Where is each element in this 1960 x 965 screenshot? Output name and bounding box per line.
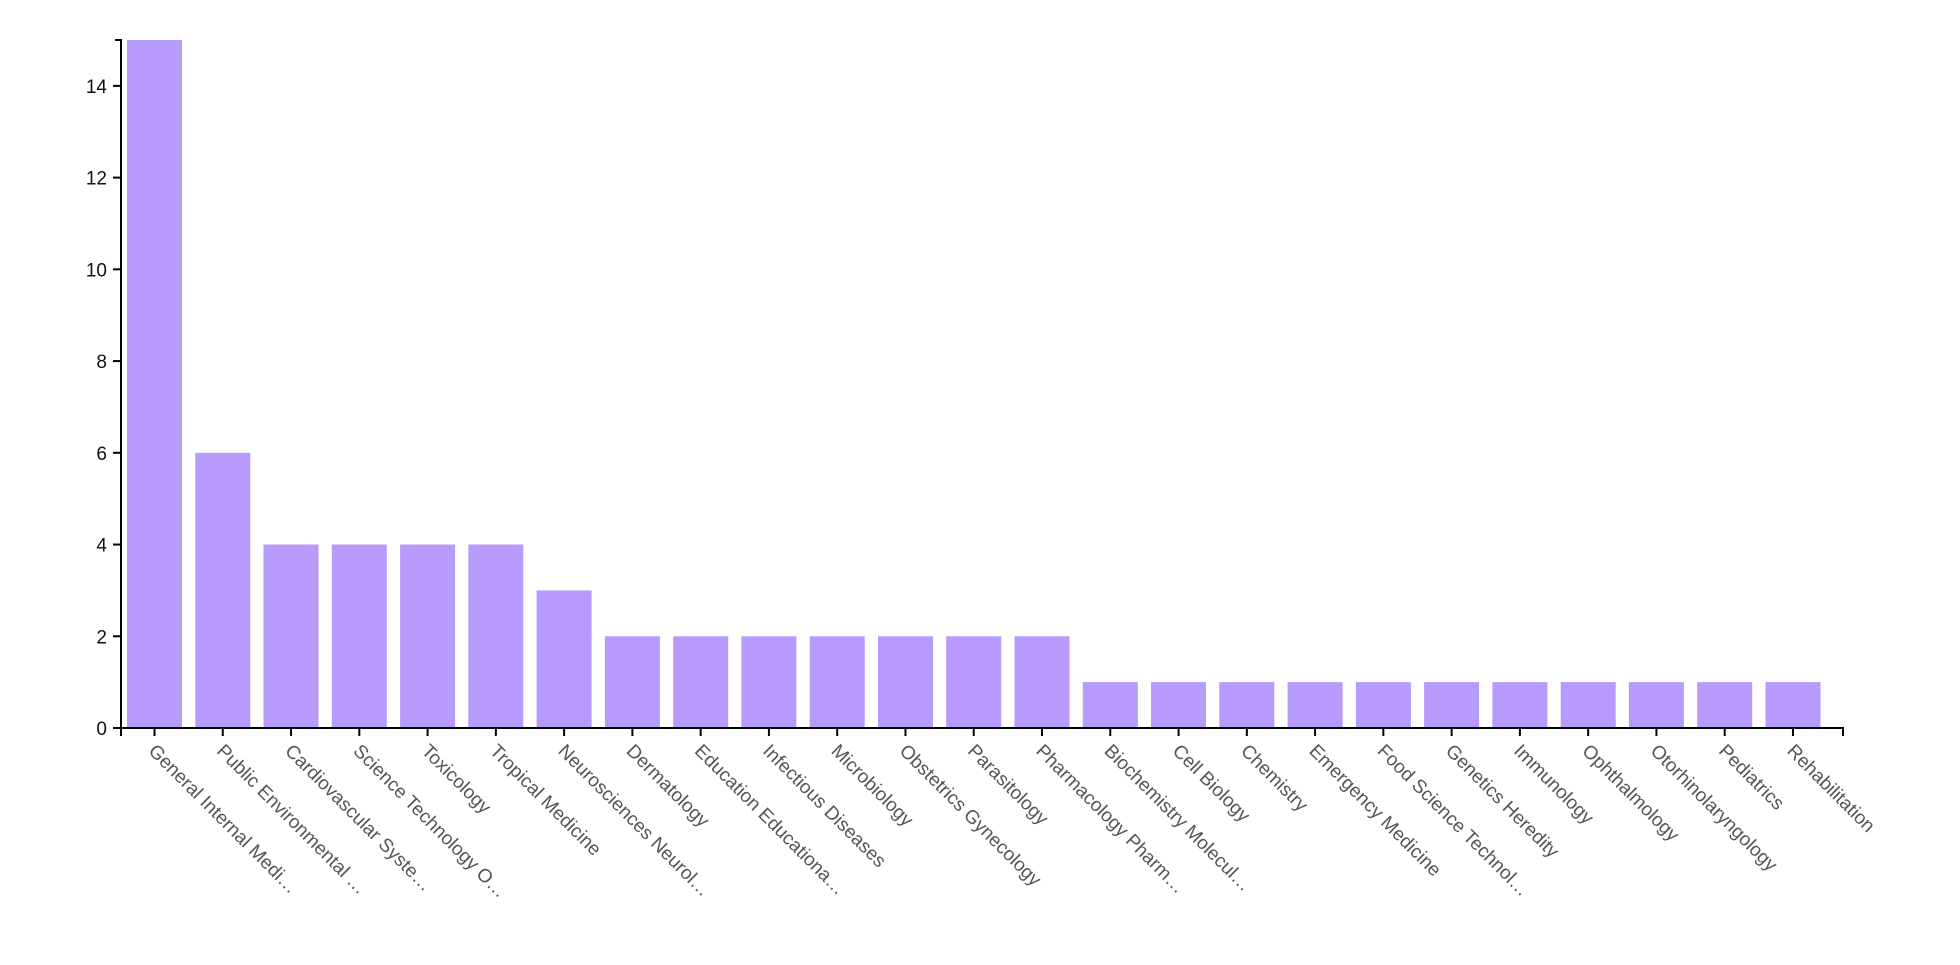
x-tick-label: Obstetrics Gynecology: [895, 741, 1045, 891]
x-tick-label: Infectious Diseases: [758, 741, 889, 872]
bar: [1151, 682, 1206, 728]
bar: [673, 636, 729, 728]
bar: [331, 544, 387, 728]
bar: [809, 636, 865, 728]
bar: [1082, 682, 1138, 728]
bar: [1355, 682, 1411, 728]
x-tick-label: Genetics Heredity: [1441, 741, 1563, 863]
bar: [946, 636, 1002, 728]
bar: [1287, 682, 1343, 728]
bar: [1014, 636, 1070, 728]
bar: [1697, 682, 1753, 728]
y-tick-label: 8: [96, 352, 107, 373]
y-tick-label: 2: [96, 627, 107, 648]
x-tick-label: Emergency Medicine: [1305, 741, 1445, 881]
y-axis-line: [115, 39, 122, 728]
x-axis: General Internal Medi…Public Environment…: [120, 727, 1879, 902]
x-tick-label: Pediatrics: [1714, 741, 1788, 815]
bar: [263, 544, 319, 728]
bar: [536, 590, 592, 728]
bar: [604, 636, 660, 728]
bar: [878, 636, 933, 728]
bar: [1492, 682, 1548, 728]
bar: [1560, 682, 1616, 728]
bar: [741, 636, 797, 728]
bar: [468, 544, 524, 728]
bar: [1424, 682, 1480, 728]
y-tick-label: 0: [96, 719, 107, 740]
bar: [127, 40, 182, 728]
x-tick-label: Rehabilitation: [1782, 741, 1878, 837]
x-tick-label: Otorhinolaryngology: [1646, 741, 1781, 876]
y-tick-label: 14: [86, 77, 108, 98]
y-tick-label: 10: [86, 260, 107, 281]
y-axis: 0 2 4 6 8 10 12 14: [86, 39, 122, 740]
y-tick-label: 12: [86, 169, 107, 190]
y-tick-label: 6: [96, 444, 107, 465]
bar: [1628, 682, 1684, 728]
x-axis-line: [120, 727, 1844, 736]
bars-layer: [127, 40, 1821, 728]
bar: [195, 452, 251, 728]
bar: [1219, 682, 1275, 728]
bar: [1765, 682, 1821, 728]
y-tick-label: 4: [96, 536, 107, 557]
bar: [400, 544, 456, 728]
